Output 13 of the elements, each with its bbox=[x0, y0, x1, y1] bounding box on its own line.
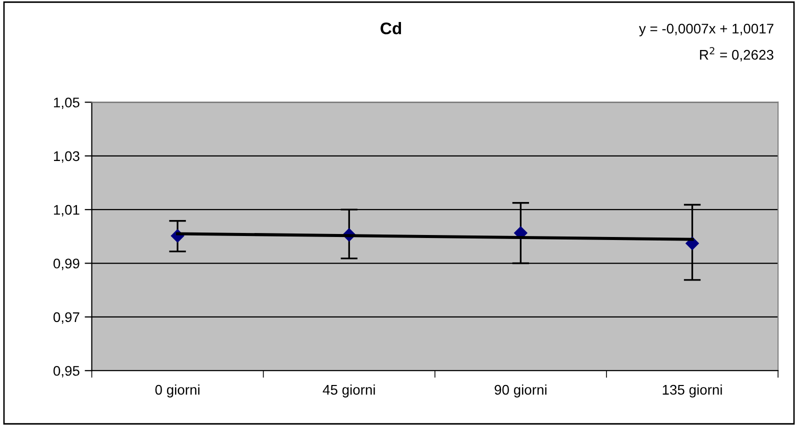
y-tick-label: 0,97 bbox=[53, 312, 80, 324]
y-tick-label: 1,01 bbox=[54, 204, 80, 216]
y-tick-label: 1,05 bbox=[54, 98, 80, 110]
x-tick-label: 135 giorni bbox=[662, 384, 722, 398]
x-tick-label: 0 giorni bbox=[155, 384, 200, 398]
x-tick-label: 45 giorni bbox=[322, 384, 375, 398]
chart-title: Cd bbox=[380, 22, 402, 34]
text: R$^{2}$ = 0,2623 bbox=[700, 47, 774, 62]
y-tick-label: 0,95 bbox=[53, 366, 80, 378]
text: y = -0,0007x + 1,0017 bbox=[638, 24, 774, 36]
y-tick-label: 0,99 bbox=[53, 258, 80, 270]
x-tick-label: 90 giorni bbox=[494, 384, 546, 398]
y-tick-label: 1,03 bbox=[54, 151, 80, 163]
